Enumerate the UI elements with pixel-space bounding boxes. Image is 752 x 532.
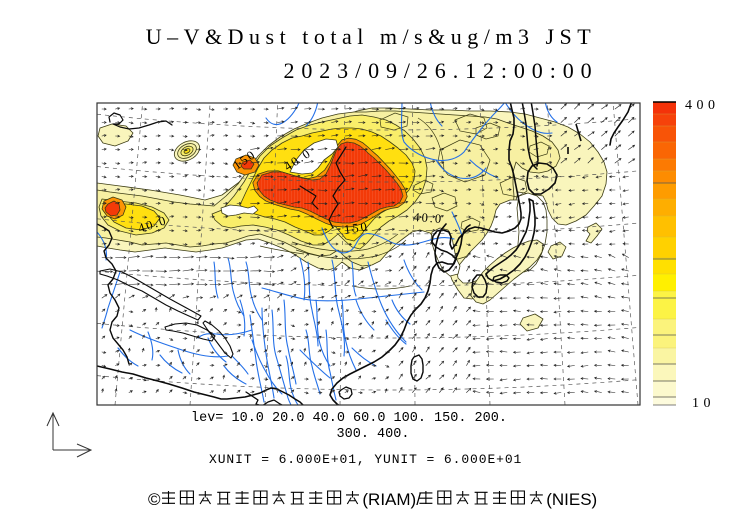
svg-text:2023/09/26.12:00:00: 2023/09/26.12:00:00 <box>283 58 598 83</box>
svg-text:150: 150 <box>343 219 369 236</box>
svg-text:(NIES): (NIES) <box>546 490 597 509</box>
svg-text:lev= 10.0 20.0 40.0 60.0 100.: lev= 10.0 20.0 40.0 60.0 100. 150. 200. <box>191 411 507 426</box>
svg-text:40.0: 40.0 <box>413 210 444 226</box>
svg-text:400: 400 <box>685 98 720 113</box>
svg-text:XUNIT = 6.000E+01, YUNIT = 6.0: XUNIT = 6.000E+01, YUNIT = 6.000E+01 <box>209 452 522 467</box>
svg-text:U–V&Dust total m/s&ug/m3 JST: U–V&Dust total m/s&ug/m3 JST <box>146 24 596 49</box>
svg-text:(RIAM)/: (RIAM)/ <box>362 490 421 509</box>
svg-text:300. 400.: 300. 400. <box>337 427 410 442</box>
svg-text:10: 10 <box>692 396 715 411</box>
svg-text:©: © <box>148 490 161 509</box>
